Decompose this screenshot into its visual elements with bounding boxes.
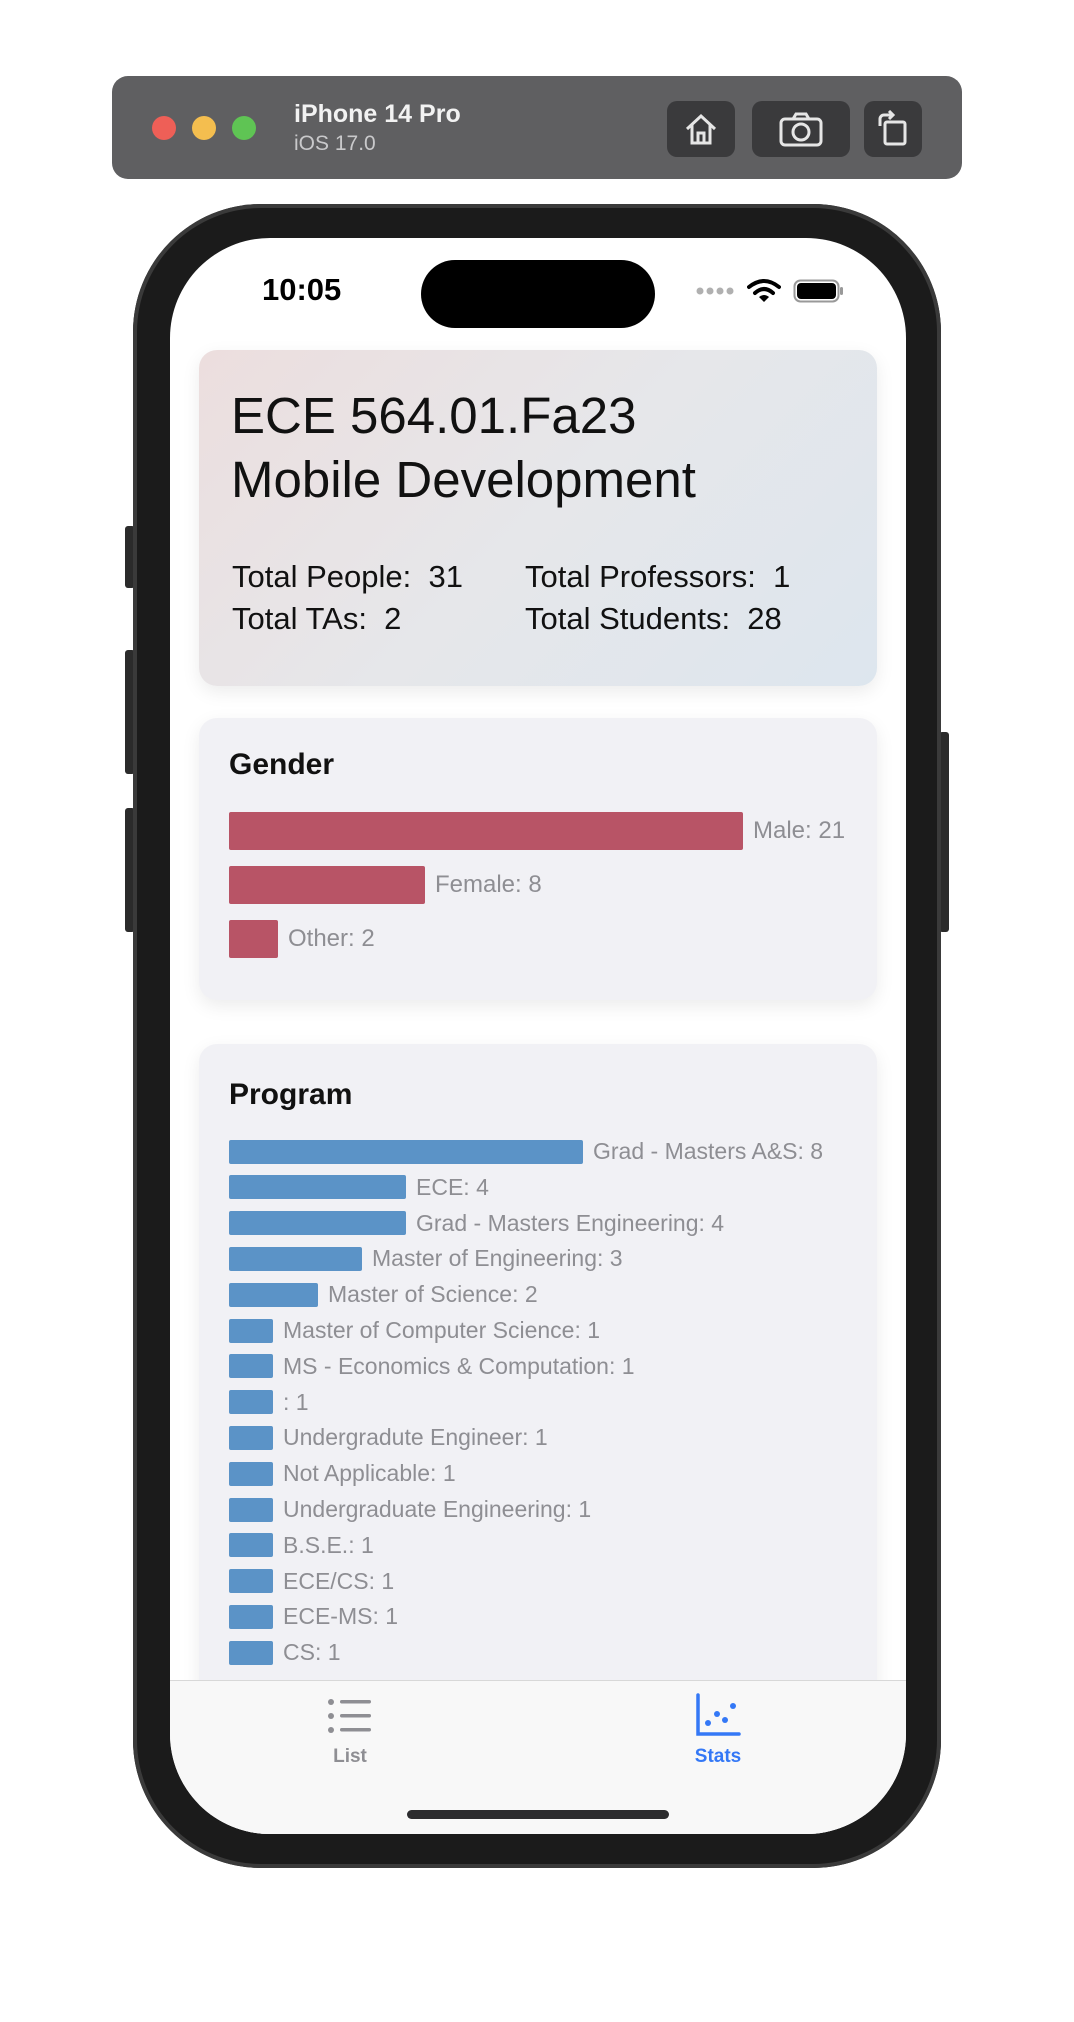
bar xyxy=(229,1461,273,1486)
cellular-signal-icon xyxy=(696,287,734,295)
zoom-window-button[interactable] xyxy=(232,116,256,140)
bar xyxy=(229,1175,406,1200)
home-button[interactable] xyxy=(667,101,735,157)
bar-label: MS - Economics & Computation: 1 xyxy=(283,1352,635,1379)
course-name: Mobile Development xyxy=(231,451,696,508)
bar-row: Master of Science: 2 xyxy=(229,1281,538,1308)
bar-label: Grad - Masters Engineering: 4 xyxy=(416,1209,725,1236)
bar-label: Grad - Masters A&S: 8 xyxy=(593,1138,824,1164)
bar xyxy=(229,1569,273,1594)
bar-row: Grad - Masters A&S: 8 xyxy=(229,1138,823,1165)
tab-stats-label: Stats xyxy=(694,1746,742,1767)
bar-row: Not Applicable: 1 xyxy=(229,1460,456,1487)
course-summary-card: ECE 564.01.Fa23 Mobile Development Total… xyxy=(199,350,877,686)
volume-down-button xyxy=(125,808,135,932)
volume-up-button xyxy=(125,650,135,774)
bar xyxy=(229,812,743,850)
bar-row: Other: 2 xyxy=(229,920,375,958)
bar xyxy=(229,1318,273,1343)
bar xyxy=(229,1139,583,1164)
bar-row: B.S.E.: 1 xyxy=(229,1532,374,1559)
status-icons xyxy=(695,278,845,304)
total-people: Total People: 31 xyxy=(232,559,463,594)
bar-label: Master of Science: 2 xyxy=(328,1281,538,1308)
tab-list-label: List xyxy=(333,1746,367,1767)
bar xyxy=(229,1425,273,1450)
bar-label: ECE-MS: 1 xyxy=(283,1603,399,1630)
tab-list[interactable]: List xyxy=(310,1697,390,1768)
mute-switch xyxy=(125,526,135,588)
bar xyxy=(229,866,425,904)
bar-label: Not Applicable: 1 xyxy=(283,1460,456,1487)
dynamic-island xyxy=(421,260,655,328)
power-button xyxy=(939,732,949,932)
bar-row: Undergraduate Engineering: 1 xyxy=(229,1496,591,1523)
bar-label: B.S.E.: 1 xyxy=(283,1531,374,1558)
bar-label: Master of Computer Science: 1 xyxy=(283,1317,601,1343)
battery-icon xyxy=(793,279,843,303)
bar-row: Undergradute Engineer: 1 xyxy=(229,1424,548,1451)
bar xyxy=(229,1246,362,1271)
bar-row: ECE: 4 xyxy=(229,1174,489,1201)
bar-label: ECE/CS: 1 xyxy=(283,1567,395,1594)
list-icon xyxy=(328,1699,371,1733)
bar-row: ECE-MS: 1 xyxy=(229,1603,398,1630)
bar xyxy=(229,1497,273,1522)
bar-label: Undergradute Engineer: 1 xyxy=(283,1424,548,1451)
camera-icon xyxy=(779,112,823,147)
bar-label: Female: 8 xyxy=(435,871,542,898)
bar xyxy=(229,1211,406,1236)
bar-row: Master of Computer Science: 1 xyxy=(229,1317,600,1344)
total-tas: Total TAs: 2 xyxy=(232,601,402,636)
status-time: 10:05 xyxy=(262,272,342,307)
bar-label: Master of Engineering: 3 xyxy=(372,1245,623,1272)
total-students: Total Students: 28 xyxy=(525,601,782,636)
bar-label: ECE: 4 xyxy=(416,1173,489,1200)
home-indicator xyxy=(407,1810,669,1819)
bar-row: Grad - Masters Engineering: 4 xyxy=(229,1210,724,1237)
program-chart-title: Program xyxy=(229,1078,353,1111)
bar-row: Male: 21 xyxy=(229,812,845,850)
bar-row: Female: 8 xyxy=(229,866,542,904)
bar xyxy=(229,1390,273,1415)
bar-label: CS: 1 xyxy=(283,1639,341,1666)
bar xyxy=(229,920,278,958)
bar xyxy=(229,1640,273,1665)
home-icon xyxy=(685,113,717,145)
device-name: iPhone 14 Pro xyxy=(294,100,461,128)
simulator-toolbar: iPhone 14 Pro iOS 17.0 xyxy=(112,76,962,179)
gender-chart-title: Gender xyxy=(229,748,335,781)
bar xyxy=(229,1282,318,1307)
bar xyxy=(229,1604,273,1629)
bar-row: CS: 1 xyxy=(229,1639,341,1666)
gender-chart-card: Gender Male: 21 Female: 8 Other: 2 xyxy=(199,718,877,1000)
phone-screen: 10:05 ECE 564.01.Fa23 Mobile Development… xyxy=(170,238,906,1834)
screenshot-button[interactable] xyxy=(752,101,850,157)
bar xyxy=(229,1354,273,1379)
course-code: ECE 564.01.Fa23 xyxy=(231,387,637,444)
minimize-window-button[interactable] xyxy=(192,116,216,140)
scatter-chart-icon xyxy=(696,1693,741,1736)
rotate-button[interactable] xyxy=(864,101,922,157)
course-title: ECE 564.01.Fa23 Mobile Development xyxy=(231,384,696,512)
bar-row: ECE/CS: 1 xyxy=(229,1568,394,1595)
bar-row: : 1 xyxy=(229,1389,309,1416)
tab-stats[interactable]: Stats xyxy=(678,1693,758,1768)
rotate-icon xyxy=(878,110,907,146)
bar-label: Undergraduate Engineering: 1 xyxy=(283,1496,592,1522)
bar-label: Male: 21 xyxy=(753,817,846,844)
bar-row: MS - Economics & Computation: 1 xyxy=(229,1353,635,1380)
total-professors: Total Professors: 1 xyxy=(525,559,791,594)
bar-row: Master of Engineering: 3 xyxy=(229,1245,623,1272)
tab-bar: List Stats xyxy=(170,1680,906,1834)
bar xyxy=(229,1533,273,1558)
bar-label: : 1 xyxy=(283,1388,309,1415)
bar-label: Other: 2 xyxy=(288,925,375,952)
close-window-button[interactable] xyxy=(152,116,176,140)
wifi-icon xyxy=(747,279,781,302)
os-version: iOS 17.0 xyxy=(294,132,376,155)
